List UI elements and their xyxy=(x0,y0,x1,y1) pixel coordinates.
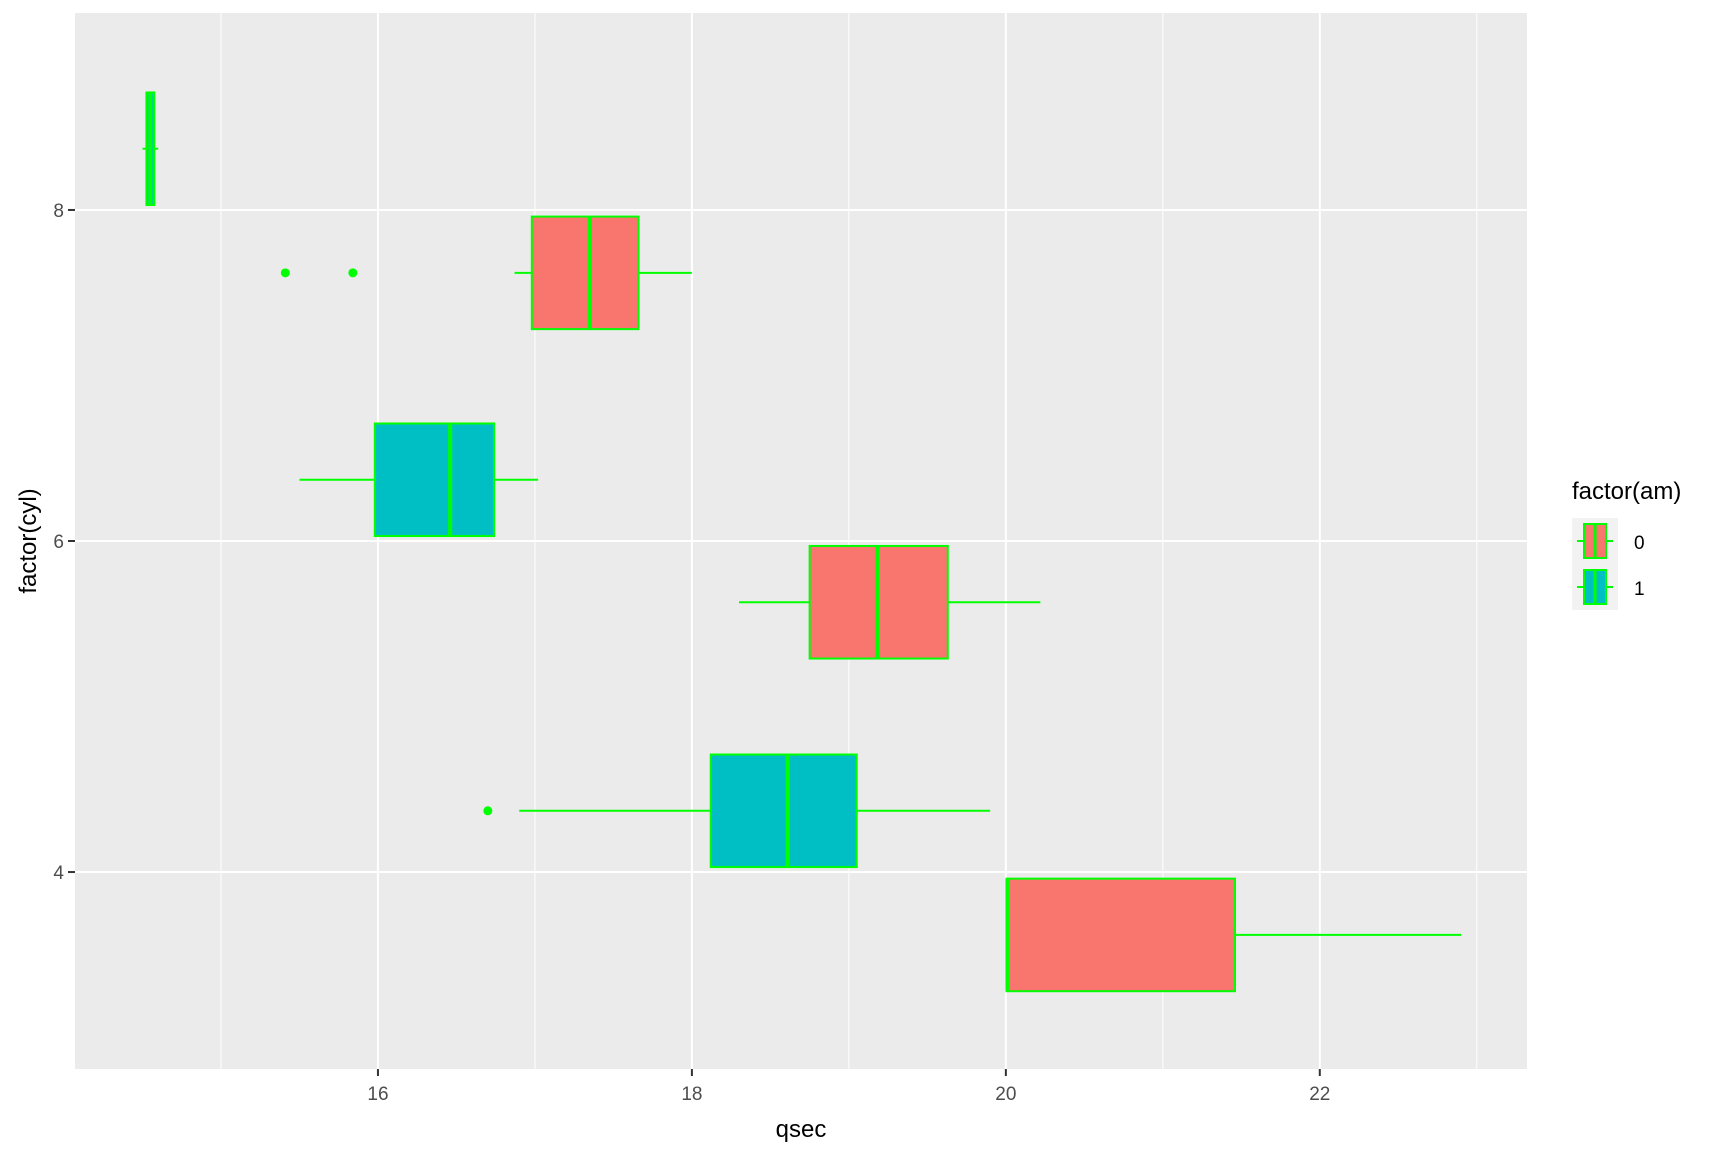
legend-title: factor(am) xyxy=(1572,478,1681,505)
y-axis-title: factor(cyl) xyxy=(15,488,42,593)
outlier-point xyxy=(483,806,493,816)
outlier-point xyxy=(348,268,358,278)
legend-label: 0 xyxy=(1634,533,1645,554)
box-iqr xyxy=(530,215,640,331)
legend-key-0: 0 xyxy=(1572,518,1645,564)
axes: 16 18 20 22 4 6 8 xyxy=(53,201,1330,1105)
box-cyl8-am1 xyxy=(142,91,159,206)
box-cyl6-am0 xyxy=(738,544,1041,660)
legend-label: 1 xyxy=(1634,579,1645,600)
box-iqr xyxy=(1005,877,1237,993)
legend-key-1: 1 xyxy=(1572,564,1645,610)
x-tick-label: 20 xyxy=(995,1084,1016,1105)
gridlines xyxy=(75,13,1527,1069)
outlier-point xyxy=(280,268,290,278)
box-cyl6-am1 xyxy=(299,422,539,538)
x-tick-label: 18 xyxy=(681,1084,702,1105)
x-axis-title: qsec xyxy=(776,1116,827,1143)
x-tick-label: 16 xyxy=(367,1084,388,1105)
boxes xyxy=(142,91,1462,993)
legend: factor(am) 0 1 xyxy=(1572,478,1681,610)
box-iqr xyxy=(373,422,496,538)
y-tick-label: 4 xyxy=(53,863,64,884)
x-tick-label: 22 xyxy=(1309,1084,1330,1105)
y-tick-label: 8 xyxy=(53,201,64,222)
y-tick-label: 6 xyxy=(53,532,64,553)
box-cyl4-am1 xyxy=(483,753,991,869)
box-iqr xyxy=(709,753,858,869)
box-cyl8-am0 xyxy=(280,215,692,331)
box-cyl4-am0 xyxy=(1005,877,1462,993)
